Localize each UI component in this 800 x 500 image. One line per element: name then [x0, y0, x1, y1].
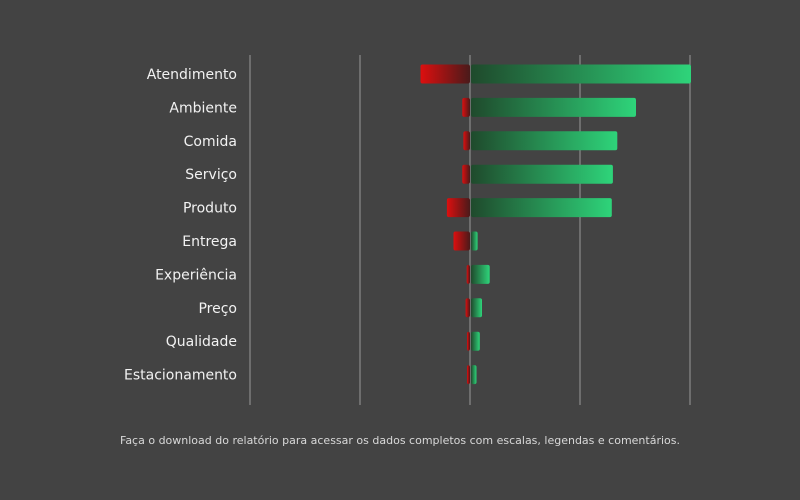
bar-negative	[462, 97, 470, 117]
bar-negative	[463, 131, 470, 151]
bar-positive	[471, 97, 636, 117]
category-label: Serviço	[185, 167, 237, 183]
category-label: Qualidade	[166, 334, 237, 350]
bar-negative	[453, 231, 470, 251]
category-label: Experiência	[155, 267, 237, 283]
bar-negative	[462, 164, 470, 184]
category-label: Ambiente	[169, 100, 237, 116]
bar-negative	[466, 264, 470, 284]
bar-negative	[467, 365, 470, 385]
bar-positive	[471, 231, 478, 251]
bar-negative	[467, 331, 470, 351]
category-label: Atendimento	[147, 67, 237, 83]
category-labels: Atendimento Ambiente Comida Serviço Produto E…	[124, 67, 237, 384]
bar-negative	[465, 298, 470, 318]
bar-positive	[471, 64, 691, 84]
bar-positive	[471, 365, 477, 385]
category-label: Estacionamento	[124, 368, 237, 384]
bar-positive	[471, 131, 618, 151]
category-label: Produto	[183, 201, 237, 217]
bar-positive	[471, 298, 482, 318]
bar-positive	[471, 198, 612, 218]
bar-negative	[420, 64, 470, 84]
bar-negative	[446, 198, 470, 218]
bars	[420, 64, 691, 385]
category-label: Preço	[198, 301, 237, 317]
category-label: Comida	[184, 134, 237, 150]
bar-positive	[471, 164, 613, 184]
bar-positive	[471, 264, 490, 284]
bar-positive	[471, 331, 480, 351]
category-label: Entrega	[182, 234, 237, 250]
footer-note: Faça o download do relatório para acessa…	[120, 434, 680, 447]
